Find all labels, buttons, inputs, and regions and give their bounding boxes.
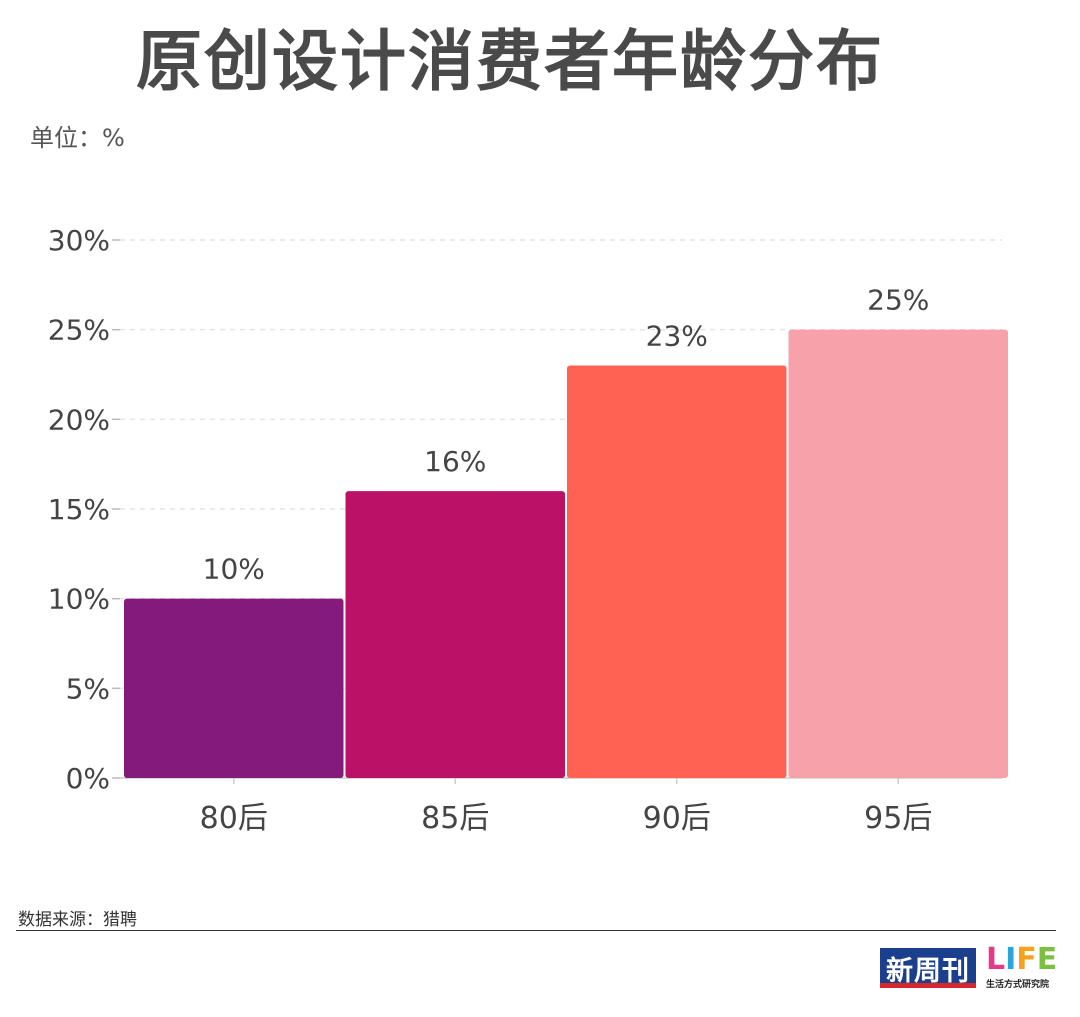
brand-logo-letters: LIFE <box>986 942 1058 977</box>
bar-value-label: 23% <box>646 320 708 353</box>
x-tick-label: 95后 <box>864 801 932 836</box>
unit-label: 单位：% <box>30 124 125 152</box>
y-tick-label: 30% <box>48 224 110 257</box>
bar-95后 <box>788 329 1008 778</box>
y-tick-label: 10% <box>48 583 110 616</box>
bar-value-label: 25% <box>867 284 929 317</box>
y-tick-label: 0% <box>66 762 110 795</box>
footer-divider <box>16 930 1056 931</box>
y-tick-label: 25% <box>48 314 110 347</box>
x-tick-label: 90后 <box>643 801 711 836</box>
bar-85后 <box>345 491 565 778</box>
bar-80后 <box>124 598 344 778</box>
magazine-logo: 新周刊 <box>880 948 976 988</box>
y-tick-label: 20% <box>48 403 110 436</box>
data-source: 数据来源：猎聘 <box>18 910 137 930</box>
bar-value-label: 16% <box>424 445 486 478</box>
x-tick-label: 85后 <box>421 801 489 836</box>
brand-logo-subtitle: 生活方式研究院 <box>986 980 1050 990</box>
bar-90后 <box>567 365 787 778</box>
bar-chart: 0% 5% 10% 15% 20% 25% 30% 10% 80后 16% 85后 23% 90后 25%… <box>48 224 1008 836</box>
magazine-logo-stripe <box>880 983 976 988</box>
y-tick-label: 15% <box>48 493 110 526</box>
chart-title: 原创设计消费者年龄分布 <box>136 23 884 100</box>
x-tick-label: 80后 <box>200 801 268 836</box>
bar-value-label: 10% <box>203 553 265 586</box>
y-tick-label: 5% <box>66 672 110 705</box>
brand-logo: LIFE 生活方式研究院 <box>986 942 1062 991</box>
